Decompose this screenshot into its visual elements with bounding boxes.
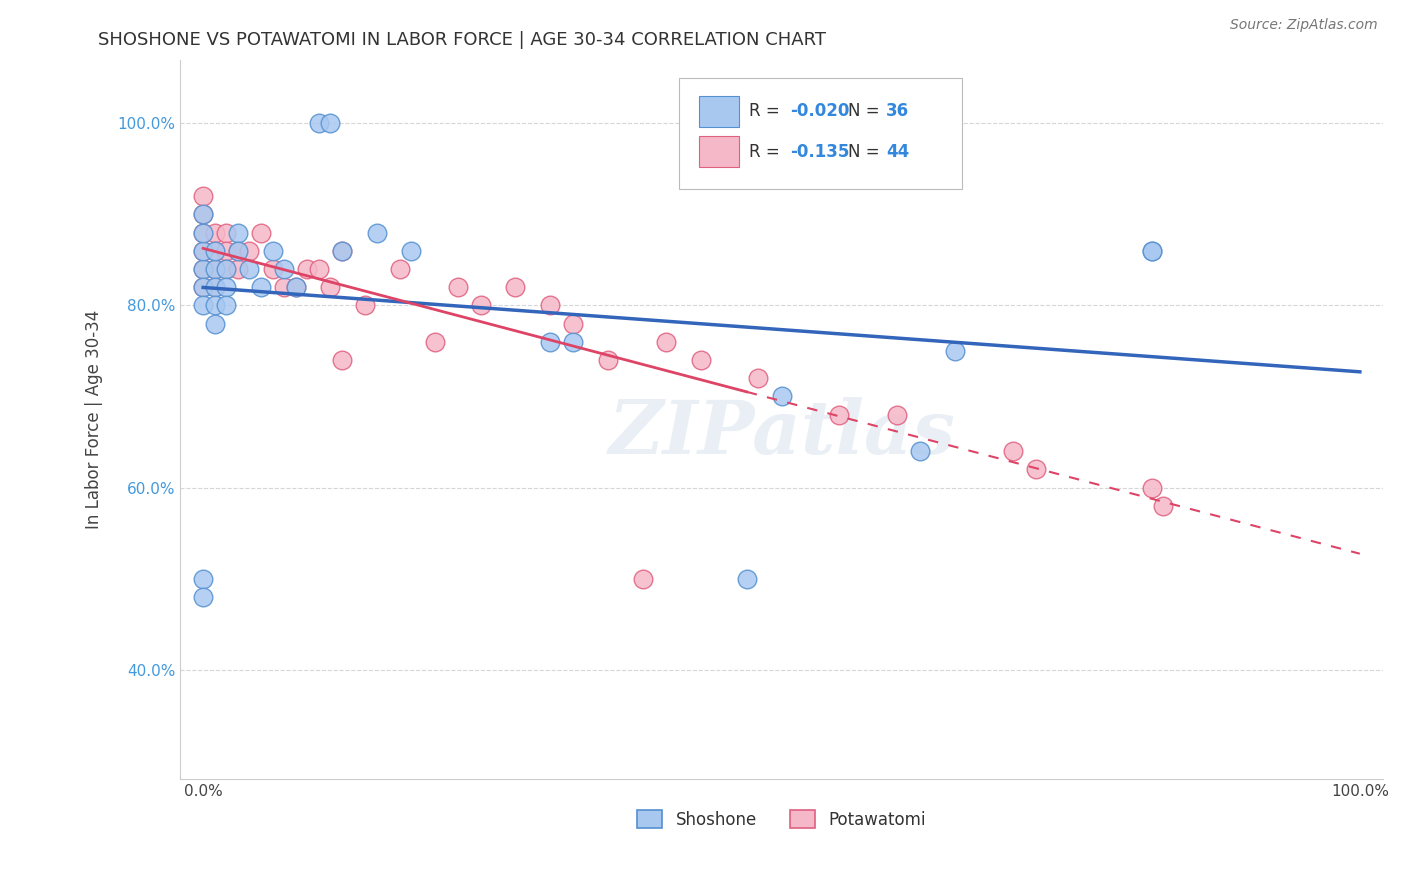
- Point: [596, 353, 619, 368]
- Point: [226, 244, 249, 258]
- Point: [562, 334, 585, 349]
- Point: [215, 280, 238, 294]
- Text: 44: 44: [886, 143, 910, 161]
- Point: [330, 244, 353, 258]
- Point: [284, 280, 307, 294]
- Point: [330, 244, 353, 258]
- Point: [446, 280, 468, 294]
- Point: [770, 390, 793, 404]
- Point: [193, 262, 215, 277]
- Legend: Shoshone, Potawatomi: Shoshone, Potawatomi: [630, 804, 932, 835]
- Point: [193, 226, 215, 240]
- Point: [735, 572, 758, 586]
- Point: [226, 244, 249, 258]
- Point: [262, 244, 284, 258]
- Point: [193, 244, 215, 258]
- Y-axis label: In Labor Force | Age 30-34: In Labor Force | Age 30-34: [86, 310, 103, 529]
- Point: [204, 280, 226, 294]
- Point: [215, 244, 238, 258]
- Point: [250, 226, 273, 240]
- Point: [562, 317, 585, 331]
- Point: [193, 189, 215, 203]
- Point: [401, 244, 423, 258]
- Point: [215, 226, 238, 240]
- Point: [910, 444, 932, 458]
- Point: [204, 262, 226, 277]
- Point: [308, 262, 330, 277]
- Point: [689, 353, 711, 368]
- Point: [215, 262, 238, 277]
- Point: [204, 226, 226, 240]
- Point: [886, 408, 908, 422]
- Point: [204, 317, 226, 331]
- Point: [943, 343, 966, 358]
- Point: [1001, 444, 1024, 458]
- Point: [193, 572, 215, 586]
- Point: [308, 116, 330, 130]
- Point: [226, 226, 249, 240]
- Text: ZIPatlas: ZIPatlas: [607, 398, 955, 470]
- Point: [1140, 244, 1163, 258]
- Point: [1140, 244, 1163, 258]
- Point: [470, 298, 492, 312]
- Point: [193, 226, 215, 240]
- Point: [215, 262, 238, 277]
- Point: [655, 334, 678, 349]
- Point: [204, 298, 226, 312]
- Point: [1152, 499, 1174, 513]
- Point: [193, 298, 215, 312]
- Point: [538, 298, 561, 312]
- Text: SHOSHONE VS POTAWATOMI IN LABOR FORCE | AGE 30-34 CORRELATION CHART: SHOSHONE VS POTAWATOMI IN LABOR FORCE | …: [98, 31, 827, 49]
- Point: [284, 280, 307, 294]
- Text: N =: N =: [848, 143, 884, 161]
- Point: [193, 207, 215, 221]
- Text: -0.020: -0.020: [790, 103, 849, 120]
- Point: [747, 371, 769, 385]
- FancyBboxPatch shape: [699, 136, 740, 168]
- Point: [250, 280, 273, 294]
- Point: [226, 262, 249, 277]
- Text: N =: N =: [848, 103, 884, 120]
- Text: -0.135: -0.135: [790, 143, 849, 161]
- Point: [273, 262, 295, 277]
- Point: [215, 298, 238, 312]
- Point: [505, 280, 527, 294]
- Point: [319, 116, 342, 130]
- Point: [262, 262, 284, 277]
- Point: [204, 244, 226, 258]
- Point: [193, 280, 215, 294]
- Point: [204, 280, 226, 294]
- FancyBboxPatch shape: [679, 78, 962, 189]
- Point: [330, 353, 353, 368]
- Point: [204, 244, 226, 258]
- Point: [273, 280, 295, 294]
- Point: [1025, 462, 1047, 476]
- Point: [828, 408, 851, 422]
- Point: [193, 207, 215, 221]
- Point: [193, 262, 215, 277]
- Point: [193, 244, 215, 258]
- Point: [538, 334, 561, 349]
- FancyBboxPatch shape: [699, 95, 740, 128]
- Point: [354, 298, 377, 312]
- Point: [238, 244, 260, 258]
- Point: [204, 262, 226, 277]
- Point: [319, 280, 342, 294]
- Text: R =: R =: [749, 103, 785, 120]
- Point: [423, 334, 446, 349]
- Point: [193, 590, 215, 604]
- Text: 36: 36: [886, 103, 910, 120]
- Point: [366, 226, 388, 240]
- Point: [297, 262, 319, 277]
- Point: [631, 572, 654, 586]
- Point: [193, 280, 215, 294]
- Point: [1140, 481, 1163, 495]
- Text: Source: ZipAtlas.com: Source: ZipAtlas.com: [1230, 18, 1378, 32]
- Point: [238, 262, 260, 277]
- Point: [388, 262, 411, 277]
- Text: R =: R =: [749, 143, 785, 161]
